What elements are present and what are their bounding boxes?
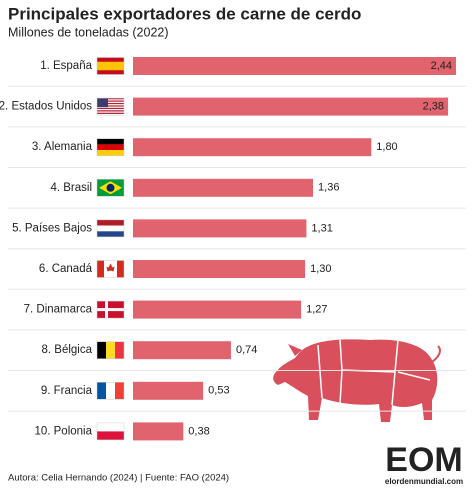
flag-part xyxy=(97,231,124,237)
flag-border xyxy=(96,300,125,319)
value-label: 1,80 xyxy=(376,141,397,153)
flag-part xyxy=(106,183,115,192)
flag xyxy=(96,422,125,441)
category-label: 4. Brasil xyxy=(50,182,92,194)
flag-border xyxy=(96,260,125,278)
flag-part xyxy=(97,110,124,112)
value-label: 0,38 xyxy=(188,425,209,437)
bar xyxy=(133,97,449,116)
bar xyxy=(133,138,372,157)
category-label: 3. Alemania xyxy=(32,141,93,153)
bar xyxy=(133,422,184,441)
bar xyxy=(133,219,307,238)
flag-part xyxy=(97,260,104,278)
flag-border xyxy=(96,57,125,75)
category-label: 9. Francia xyxy=(41,385,93,397)
flag-part xyxy=(106,263,115,272)
flag-border xyxy=(96,422,125,441)
flag-part xyxy=(117,260,124,278)
flag-part xyxy=(97,111,124,113)
flag xyxy=(96,382,125,400)
category-label: 1. España xyxy=(40,60,92,72)
flag-part xyxy=(97,102,124,105)
flag-part xyxy=(97,99,124,101)
flag xyxy=(96,97,125,116)
value-label: 1,36 xyxy=(318,182,339,194)
logo: EOM xyxy=(385,441,462,479)
value-label: 1,27 xyxy=(306,304,327,316)
logo-url: elordenmundial.com xyxy=(385,477,463,486)
flag-part xyxy=(115,341,124,359)
flag-border xyxy=(96,382,125,400)
flag-part xyxy=(97,219,124,226)
flag-part xyxy=(97,98,124,100)
value-label: 0,53 xyxy=(208,385,229,397)
flag xyxy=(96,341,125,359)
flag-part xyxy=(97,422,124,432)
bar xyxy=(133,260,306,278)
flag-part xyxy=(97,100,124,102)
flag-part xyxy=(97,382,106,400)
flag-part xyxy=(97,105,124,107)
flag xyxy=(96,57,125,75)
flag-part xyxy=(97,106,124,109)
value-label: 2,38 xyxy=(423,101,444,113)
category-label: 7. Dinamarca xyxy=(24,304,93,316)
flag xyxy=(96,260,125,278)
flag xyxy=(96,219,125,238)
flag-border xyxy=(96,138,125,156)
flag xyxy=(96,300,125,319)
flag-part xyxy=(97,98,108,108)
bar xyxy=(133,381,204,400)
flag-border xyxy=(96,97,125,116)
chart-title: Principales exportadores de carne de cer… xyxy=(8,4,361,23)
pig-illustration xyxy=(273,339,441,422)
flag-part xyxy=(97,101,124,104)
flag-part xyxy=(97,104,124,106)
flag-part xyxy=(97,109,124,111)
chart-subtitle: Millones de toneladas (2022) xyxy=(8,25,169,39)
flag-part xyxy=(97,150,124,156)
flag-part xyxy=(97,225,124,232)
flag-part xyxy=(106,382,115,400)
flag-part xyxy=(97,138,124,145)
flag-border xyxy=(96,219,125,238)
category-label: 10. Polonia xyxy=(34,425,92,437)
flag-part xyxy=(97,107,124,110)
value-label: 1,31 xyxy=(311,222,332,234)
flag-part xyxy=(97,112,124,114)
flag-part xyxy=(97,308,124,312)
value-label: 0,74 xyxy=(236,344,257,356)
category-label: 5. Países Bajos xyxy=(12,222,92,234)
flag xyxy=(96,138,125,156)
flag-border xyxy=(96,341,125,359)
value-label: 1,30 xyxy=(310,263,331,275)
flag-part xyxy=(97,144,124,151)
value-label: 2,44 xyxy=(431,60,452,72)
flag-part xyxy=(97,341,106,359)
flag-part xyxy=(115,382,124,400)
category-label: 2. Estados Unidos xyxy=(0,101,92,113)
flag xyxy=(96,179,125,197)
flag-part xyxy=(106,341,115,359)
bar xyxy=(133,341,231,360)
category-label: 6. Canadá xyxy=(39,263,93,275)
source: Autora: Celia Hernando (2024) | Fuente: … xyxy=(8,473,229,484)
bar xyxy=(133,57,456,75)
flag-part xyxy=(97,431,124,440)
flag-part xyxy=(97,113,124,116)
flag-border xyxy=(96,179,125,197)
category-label: 8. Bélgica xyxy=(41,344,92,356)
bar xyxy=(133,300,302,319)
bar xyxy=(133,178,314,197)
flag-part xyxy=(97,61,124,71)
